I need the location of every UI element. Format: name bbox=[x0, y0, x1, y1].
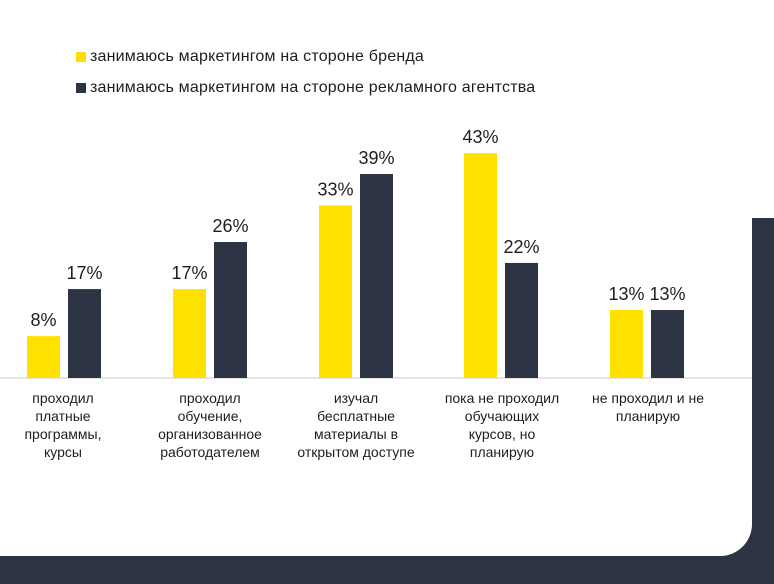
legend-label-agency: занимаюсь маркетингом на стороне рекламн… bbox=[90, 79, 536, 96]
legend-label-brand: занимаюсь маркетингом на стороне бренда bbox=[90, 48, 424, 65]
category-label-1-line-3: работодателем bbox=[160, 444, 260, 460]
category-label-2-line-3: открытом доступе bbox=[297, 444, 415, 460]
legend-item-brand: занимаюсь маркетингом на стороне бренда bbox=[76, 48, 424, 66]
category-label-2-line-1: бесплатные bbox=[317, 408, 395, 424]
category-label-2: изучал бесплатные материалы в открытом дост… bbox=[297, 390, 415, 460]
category-label-2-line-0: изучал bbox=[334, 390, 378, 406]
category-label-0-line-3: курсы bbox=[44, 444, 82, 460]
legend-swatch-agency bbox=[76, 83, 86, 93]
category-label-1: проходил обучение, организованное работодат… bbox=[158, 390, 262, 460]
value-label-series1-cat0: 17% bbox=[66, 263, 102, 283]
right-strip bbox=[752, 0, 774, 218]
category-label-0-line-2: программы, bbox=[24, 426, 101, 442]
category-label-1-line-0: проходил bbox=[179, 390, 240, 406]
category-label-3-line-3: планирую bbox=[470, 444, 534, 460]
category-label-1-line-2: организованное bbox=[158, 426, 262, 442]
bar-series1-cat4 bbox=[651, 310, 684, 378]
category-label-3-line-2: курсов, но bbox=[469, 426, 536, 442]
category-label-0-line-1: платные bbox=[35, 408, 90, 424]
legend-swatch-brand bbox=[76, 52, 86, 62]
category-label-3: пока не проходил обучающих курсов, но плани… bbox=[445, 390, 559, 460]
right-dark-panel bbox=[752, 218, 774, 584]
value-label-series0-cat4: 13% bbox=[608, 284, 644, 304]
bar-series0-cat4 bbox=[610, 310, 643, 378]
value-label-series0-cat2: 33% bbox=[317, 179, 353, 199]
category-label-0-line-0: проходил bbox=[32, 390, 93, 406]
category-label-0: проходил платные программы, курсы bbox=[24, 390, 101, 460]
category-label-4-line-0: не проходил и не bbox=[592, 390, 704, 406]
legend-item-agency: занимаюсь маркетингом на стороне рекламн… bbox=[76, 79, 535, 97]
bar-series1-cat3 bbox=[505, 262, 538, 378]
category-label-4: не проходил и не планирую bbox=[592, 390, 704, 424]
bar-series0-cat0 bbox=[27, 336, 60, 378]
bar-series1-cat2 bbox=[360, 174, 393, 378]
value-label-series1-cat2: 39% bbox=[358, 148, 394, 168]
value-label-series1-cat3: 22% bbox=[503, 237, 539, 257]
value-label-series0-cat1: 17% bbox=[171, 263, 207, 283]
bar-series0-cat1 bbox=[173, 289, 206, 378]
category-label-3-line-1: обучающих bbox=[465, 408, 539, 424]
value-label-series0-cat3: 43% bbox=[462, 127, 498, 147]
category-label-4-line-1: планирую bbox=[616, 408, 680, 424]
category-label-2-line-2: материалы в bbox=[314, 426, 398, 442]
category-label-1-line-1: обучение, bbox=[178, 408, 243, 424]
bar-series1-cat0 bbox=[68, 289, 101, 378]
category-label-3-line-0: пока не проходил bbox=[445, 390, 559, 406]
bar-series1-cat1 bbox=[214, 242, 247, 378]
bar-series0-cat3 bbox=[464, 153, 497, 378]
value-label-series0-cat0: 8% bbox=[30, 310, 56, 330]
value-label-series1-cat1: 26% bbox=[212, 216, 248, 236]
bar-series0-cat2 bbox=[319, 205, 352, 378]
value-label-series1-cat4: 13% bbox=[649, 284, 685, 304]
